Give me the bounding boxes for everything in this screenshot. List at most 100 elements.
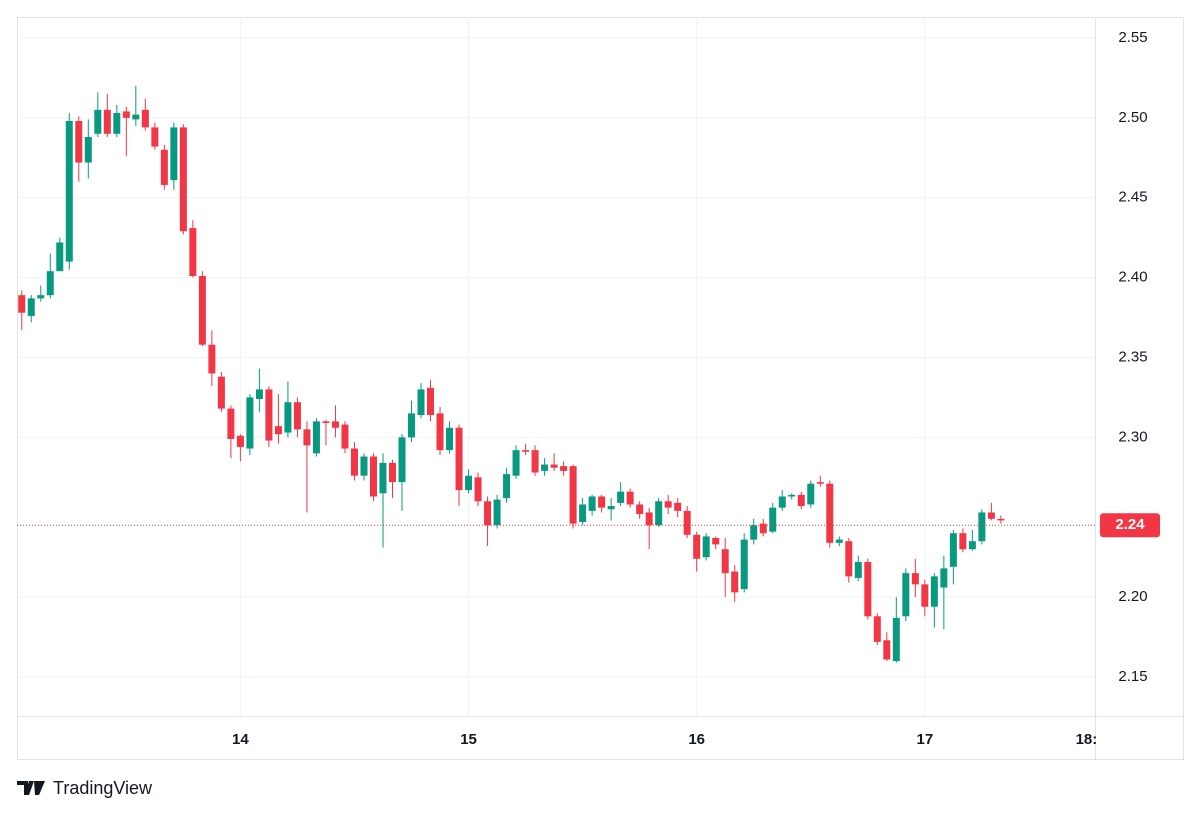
candle-body <box>902 573 910 617</box>
candle-body <box>560 466 568 471</box>
candle-body <box>113 113 121 134</box>
candle-body <box>826 483 834 543</box>
candle-body <box>246 397 254 449</box>
candle-body <box>721 549 729 574</box>
candle-body <box>369 456 377 497</box>
candle-body <box>141 109 149 128</box>
candle-body <box>132 114 140 120</box>
candle-body <box>702 536 710 558</box>
x-tick-label: 15 <box>460 731 477 748</box>
candle-body <box>769 507 777 532</box>
x-tick-label: 16 <box>688 731 705 748</box>
candle-body <box>341 424 349 449</box>
candle-body <box>712 538 720 545</box>
candle-body <box>550 464 558 468</box>
candle-body <box>949 533 957 567</box>
candle-body <box>807 483 815 505</box>
candle-body <box>427 387 435 415</box>
candle-body <box>436 413 444 451</box>
y-tick-label: 2.20 <box>1118 588 1147 605</box>
logo: TradingView <box>17 778 153 798</box>
candle-body <box>503 474 511 499</box>
x-tick-label: 18: <box>1076 731 1098 748</box>
candle-body <box>170 127 178 181</box>
candle-body <box>360 456 368 476</box>
candle-body <box>845 541 853 577</box>
candle-body <box>179 127 187 232</box>
candle-body <box>569 466 577 524</box>
candle-body <box>27 298 35 316</box>
candle-body <box>293 402 301 430</box>
candle-body <box>579 504 587 523</box>
candle-body <box>512 450 520 476</box>
candle-body <box>645 512 653 526</box>
candle-body <box>122 111 130 118</box>
candle-body <box>417 389 425 415</box>
candle-body <box>274 426 282 435</box>
y-tick-label: 2.45 <box>1118 189 1147 206</box>
candle-body <box>987 512 995 519</box>
candle-body <box>493 499 501 526</box>
brand-name: TradingView <box>53 778 153 798</box>
candle-body <box>978 512 986 542</box>
candle-body <box>959 533 967 550</box>
candle-body <box>75 121 83 163</box>
candle-body <box>350 448 358 476</box>
candle-body <box>835 539 843 543</box>
y-tick-label: 2.50 <box>1118 109 1147 126</box>
grid <box>17 17 1095 716</box>
candle-body <box>588 496 596 511</box>
y-tick-label: 2.55 <box>1118 29 1147 46</box>
candle-body <box>56 242 64 272</box>
candle-body <box>284 402 292 433</box>
candle-body <box>198 275 206 345</box>
candle-body <box>930 576 938 607</box>
candle-body <box>84 136 92 163</box>
candle-body <box>331 421 339 428</box>
candle-body <box>997 518 1005 521</box>
candle-body <box>778 496 786 508</box>
candle-body <box>208 344 216 374</box>
y-tick-label: 2.15 <box>1118 668 1147 685</box>
candle-body <box>788 494 796 497</box>
candle-body <box>921 584 929 607</box>
candle-body <box>217 376 225 409</box>
x-tick-label: 17 <box>916 731 933 748</box>
candle-body <box>303 429 311 446</box>
logo-icon <box>17 781 45 795</box>
candle-body <box>408 413 416 438</box>
candle-body <box>65 121 73 262</box>
x-tick-label: 14 <box>232 731 249 748</box>
candle-body <box>322 421 330 423</box>
candle-body <box>455 427 463 491</box>
candle-body <box>797 494 805 507</box>
candle-body <box>854 561 862 578</box>
candle-body <box>522 450 530 452</box>
candle-body <box>94 109 102 134</box>
last-price-label: 2.24 <box>1115 516 1145 533</box>
candle-body <box>883 640 891 660</box>
candle-body <box>465 475 473 491</box>
candle-body <box>759 523 767 534</box>
candle-body <box>674 502 682 511</box>
candle-body <box>160 149 168 185</box>
y-tick-label: 2.30 <box>1118 428 1147 445</box>
candle-body <box>607 506 615 510</box>
candle-body <box>151 127 159 147</box>
candle-body <box>750 525 758 540</box>
candle-body <box>312 421 320 454</box>
candle-body <box>968 541 976 550</box>
candle-body <box>236 435 244 447</box>
candle-body <box>474 477 482 502</box>
candle-body <box>189 228 197 276</box>
candle-body <box>484 501 492 526</box>
candle-body <box>693 534 701 559</box>
candle-body <box>816 482 824 484</box>
candle-body <box>103 109 111 134</box>
candle-body <box>626 491 634 505</box>
candle-body <box>265 389 273 441</box>
y-tick-label: 2.40 <box>1118 269 1147 286</box>
candle-body <box>255 389 263 400</box>
